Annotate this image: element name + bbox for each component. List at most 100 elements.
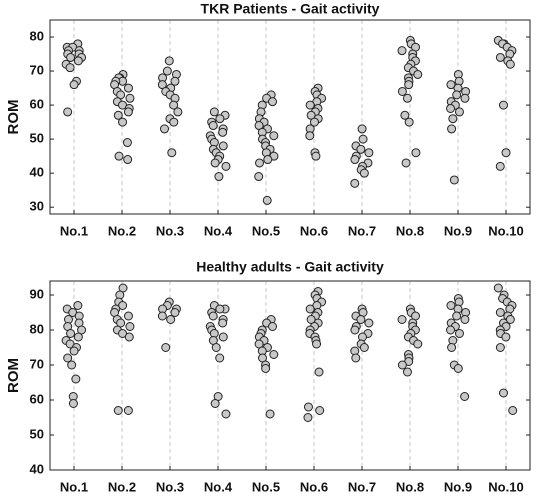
plot-frame <box>49 19 531 215</box>
data-point <box>498 100 508 110</box>
data-point <box>452 90 462 100</box>
data-point <box>255 158 265 168</box>
data-point <box>447 343 457 352</box>
data-point <box>269 350 279 359</box>
x-tick-label: No.5 <box>252 223 280 238</box>
data-point <box>218 318 228 328</box>
data-point <box>358 134 368 144</box>
data-point <box>460 315 470 324</box>
data-point <box>315 406 325 415</box>
data-point <box>493 283 503 293</box>
data-point <box>448 114 458 124</box>
x-tick-label: No.9 <box>444 479 472 494</box>
data-point <box>350 155 360 165</box>
data-point <box>263 155 273 165</box>
data-point <box>401 158 411 168</box>
data-point <box>350 325 360 335</box>
data-point <box>114 151 124 161</box>
panel: Healthy adults - Gait activity ROM 40 50 60 7… <box>5 259 531 494</box>
data-point <box>413 339 423 349</box>
data-point <box>166 315 176 324</box>
data-point <box>447 124 457 134</box>
data-point <box>125 93 135 103</box>
y-tick-label: 70 <box>30 356 44 371</box>
data-point <box>397 46 407 56</box>
data-point <box>312 339 322 349</box>
y-tick-label: 80 <box>30 321 44 336</box>
y-tick-label: 70 <box>30 62 44 77</box>
data-point <box>364 318 374 328</box>
data-point <box>397 86 407 96</box>
data-point <box>123 155 133 165</box>
data-point <box>69 346 79 356</box>
data-point <box>67 360 77 370</box>
data-point <box>269 131 279 141</box>
data-point <box>63 107 73 117</box>
x-tick-label: No.10 <box>488 479 523 494</box>
data-point <box>454 329 464 338</box>
y-tick-label: 80 <box>30 28 44 43</box>
y-tick-label: 60 <box>30 391 44 406</box>
data-point <box>208 121 218 131</box>
data-point <box>125 322 135 331</box>
data-point <box>505 315 515 324</box>
data-point <box>357 124 367 134</box>
data-point <box>404 80 414 90</box>
data-point <box>364 148 374 158</box>
x-tick-label: No.3 <box>156 223 184 238</box>
data-point <box>356 315 366 324</box>
y-tick-label: 50 <box>30 131 44 146</box>
data-point <box>311 151 321 161</box>
data-point <box>397 315 407 324</box>
data-point <box>113 110 123 120</box>
data-point <box>453 364 463 373</box>
data-point <box>265 409 275 419</box>
data-point <box>210 158 220 168</box>
data-point <box>167 148 177 158</box>
data-point <box>170 76 180 86</box>
x-tick-label: No.4 <box>204 223 233 238</box>
data-point <box>209 107 219 117</box>
x-tick-label: No.8 <box>396 223 424 238</box>
data-point <box>508 406 518 415</box>
data-point <box>113 406 123 415</box>
x-tick-label: No.5 <box>252 479 280 494</box>
data-point <box>218 127 228 137</box>
data-point <box>118 301 128 310</box>
data-point <box>122 138 132 148</box>
data-point <box>449 175 459 185</box>
y-tick-label: 50 <box>30 426 44 441</box>
data-point <box>460 392 470 401</box>
data-point <box>123 311 133 321</box>
panel: TKR Patients - Gait activity ROM 30 40 50 60 7… <box>5 1 531 238</box>
y-axis-label: ROM <box>5 358 22 393</box>
data-point <box>73 301 83 310</box>
data-point <box>452 311 462 321</box>
data-point <box>164 56 174 66</box>
data-point <box>495 52 505 62</box>
data-point <box>262 195 272 205</box>
data-point <box>71 374 81 384</box>
data-point <box>73 332 83 342</box>
data-point <box>446 80 456 90</box>
data-point <box>495 161 505 171</box>
data-point <box>66 329 76 338</box>
data-point <box>66 52 76 62</box>
data-point <box>69 80 79 90</box>
plot-frame <box>49 280 531 471</box>
x-tick-label: No.1 <box>60 479 88 494</box>
x-tick-label: No.7 <box>348 479 376 494</box>
x-tick-label: No.9 <box>444 223 472 238</box>
data-point <box>73 56 83 66</box>
x-tick-label: No.3 <box>156 479 184 494</box>
data-point <box>303 402 313 412</box>
chart-title: Healthy adults - Gait activity <box>196 259 384 275</box>
data-point <box>218 141 228 151</box>
data-point <box>68 399 78 408</box>
data-point <box>350 178 360 188</box>
data-point <box>65 63 75 73</box>
data-point <box>314 367 324 377</box>
y-axis-label: ROM <box>5 100 22 135</box>
data-point <box>123 83 133 93</box>
